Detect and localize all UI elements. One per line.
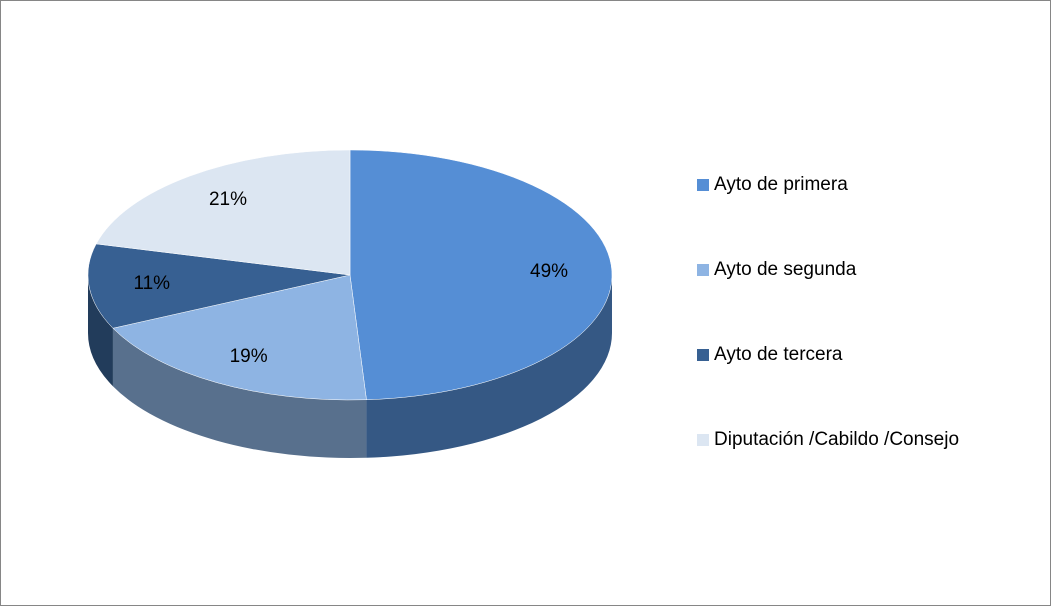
data-label: 19% [230, 346, 268, 367]
legend-swatch [697, 349, 709, 361]
legend-label: Ayto de primera [714, 174, 848, 195]
legend-label: Ayto de segunda [714, 259, 857, 280]
slice [112, 274, 367, 401]
slice [349, 149, 613, 401]
legend-swatch [697, 179, 709, 191]
data-label: 11% [133, 273, 170, 294]
slice [87, 243, 351, 329]
slice-side [112, 328, 367, 458]
slice [95, 149, 351, 276]
data-label: 21% [209, 189, 247, 210]
legend-swatch [697, 434, 709, 446]
legend-label: Ayto de tercera [714, 344, 843, 365]
legend-swatch [697, 264, 709, 276]
legend-label: Diputación /Cabildo /Consejo [714, 429, 959, 450]
slice-side [366, 275, 612, 458]
data-label: 49% [530, 261, 568, 282]
slice-side [88, 275, 113, 387]
